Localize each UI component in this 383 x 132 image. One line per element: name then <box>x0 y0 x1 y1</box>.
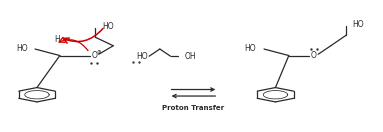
Text: O: O <box>311 51 317 60</box>
Text: HO: HO <box>102 22 114 31</box>
Text: OH: OH <box>185 52 196 61</box>
Text: Proton Transfer: Proton Transfer <box>162 105 224 111</box>
Text: HO: HO <box>245 44 256 53</box>
Text: HO: HO <box>352 20 363 29</box>
Text: ⊕: ⊕ <box>97 50 101 55</box>
Text: HO: HO <box>16 44 28 53</box>
Text: HO: HO <box>136 52 147 61</box>
Text: O: O <box>91 51 97 60</box>
Text: H: H <box>54 35 60 44</box>
